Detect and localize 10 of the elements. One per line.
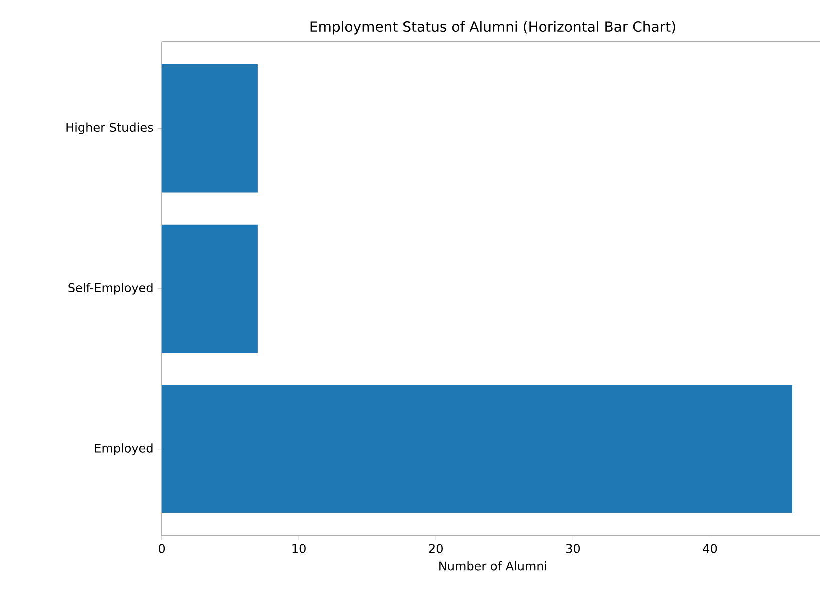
x-axis-title: Number of Alumni [440, 561, 546, 571]
x-tick-label: 30 [566, 544, 580, 554]
chart-title: Employment Status of Alumni (Horizontal Bar Chart) [310, 21, 676, 35]
x-tick-label: 20 [429, 544, 443, 554]
y-tick-label: Self-Employed [68, 283, 153, 295]
x-tick-label: 0 [158, 544, 166, 554]
x-tick-label: 40 [703, 544, 718, 554]
x-tick-label: 10 [292, 544, 306, 554]
y-tick-label: Higher Studies [66, 122, 154, 134]
y-tick-label: Employed [95, 444, 153, 456]
